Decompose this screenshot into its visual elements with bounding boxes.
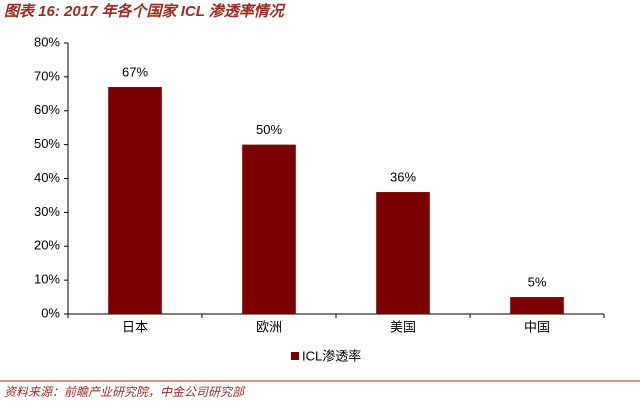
y-tick-label: 80% [34, 34, 60, 49]
data-label: 5% [528, 275, 547, 290]
data-label: 36% [390, 169, 416, 184]
bar [376, 192, 430, 314]
chart-title: 图表 16: 2017 年各个国家 ICL 渗透率情况 [4, 2, 286, 20]
x-tick-label: 欧洲 [256, 319, 282, 334]
bar [242, 144, 296, 314]
y-tick-label: 70% [34, 68, 60, 83]
y-tick-label: 10% [34, 272, 60, 287]
x-tick-label: 日本 [122, 319, 148, 334]
y-tick-label: 30% [34, 204, 60, 219]
source-note: 资料来源：前瞻产业研究院，中金公司研究部 [4, 385, 246, 399]
y-tick-label: 20% [34, 238, 60, 253]
bar [108, 87, 162, 314]
bar [510, 297, 564, 314]
x-tick-label: 中国 [524, 319, 550, 334]
y-tick-label: 40% [34, 170, 60, 185]
legend-label: ICL渗透率 [302, 348, 361, 363]
y-tick-label: 0% [41, 305, 60, 320]
legend-swatch [291, 352, 299, 360]
data-label: 50% [256, 122, 282, 137]
x-tick-label: 美国 [390, 319, 416, 334]
y-tick-label: 60% [34, 102, 60, 117]
y-tick-label: 50% [34, 136, 60, 151]
data-label: 67% [122, 64, 148, 79]
